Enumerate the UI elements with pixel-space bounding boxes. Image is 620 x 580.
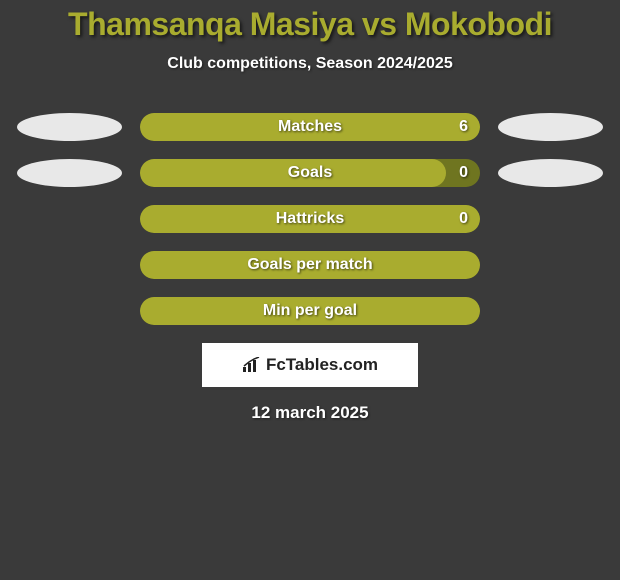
stat-bar: Matches6 (140, 113, 480, 141)
stat-label: Goals (140, 159, 480, 187)
logo-text: FcTables.com (266, 355, 378, 375)
comparison-title: Thamsanqa Masiya vs Mokobodi (0, 0, 620, 43)
stat-bar: Hattricks0 (140, 205, 480, 233)
player2-value-oval (498, 159, 603, 187)
logo: FcTables.com (242, 355, 378, 375)
player2-value-oval (498, 113, 603, 141)
subtitle: Club competitions, Season 2024/2025 (0, 55, 620, 73)
stat-row: Goals per match (0, 251, 620, 279)
stat-value: 6 (459, 113, 468, 141)
date-text: 12 march 2025 (0, 403, 620, 423)
stat-row: Hattricks0 (0, 205, 620, 233)
chart-icon (242, 357, 262, 373)
stat-value: 0 (459, 205, 468, 233)
stat-bar: Min per goal (140, 297, 480, 325)
player1-name: Thamsanqa Masiya (68, 6, 353, 42)
stats-rows: Matches6Goals0Hattricks0Goals per matchM… (0, 113, 620, 325)
stat-label: Min per goal (140, 297, 480, 325)
stat-bar: Goals per match (140, 251, 480, 279)
player1-value-oval (17, 113, 122, 141)
stat-label: Hattricks (140, 205, 480, 233)
stat-label: Goals per match (140, 251, 480, 279)
stat-value: 0 (459, 159, 468, 187)
stat-bar: Goals0 (140, 159, 480, 187)
player1-value-oval (17, 159, 122, 187)
stat-row: Min per goal (0, 297, 620, 325)
stat-label: Matches (140, 113, 480, 141)
logo-box: FcTables.com (202, 343, 418, 387)
vs-text: vs (362, 6, 397, 42)
stat-row: Matches6 (0, 113, 620, 141)
stat-row: Goals0 (0, 159, 620, 187)
player2-name: Mokobodi (405, 6, 552, 42)
